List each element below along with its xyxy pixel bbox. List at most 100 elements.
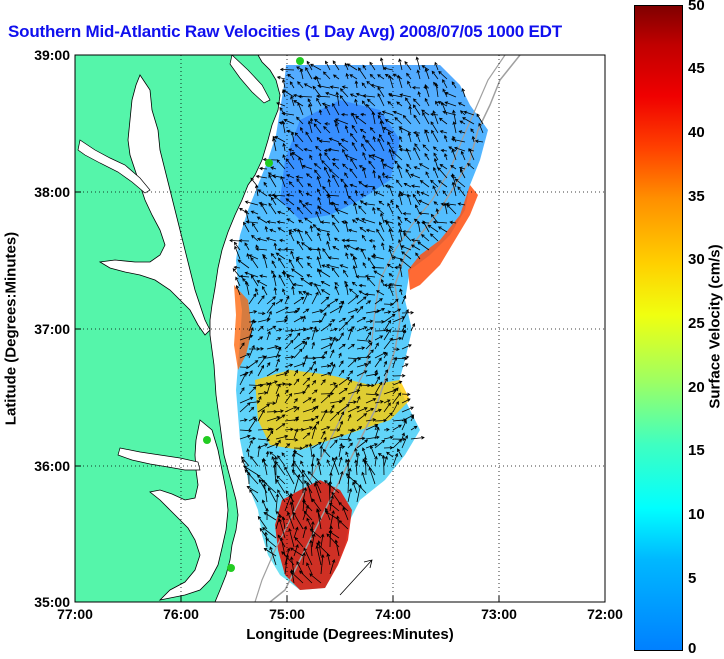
velocity-arrow	[440, 148, 448, 153]
velocity-arrow	[270, 252, 277, 260]
velocity-arrow	[324, 152, 331, 161]
velocity-arrow	[373, 270, 385, 278]
velocity-arrow	[250, 274, 259, 287]
velocity-arrow	[415, 204, 421, 215]
velocity-arrow	[246, 485, 259, 494]
velocity-arrow	[365, 331, 372, 341]
velocity-arrow	[301, 469, 313, 485]
velocity-arrow	[401, 432, 405, 440]
velocity-arrow	[285, 158, 295, 170]
y-tick-label: 35:00	[34, 594, 70, 610]
velocity-arrow	[261, 499, 268, 512]
velocity-arrow	[460, 150, 466, 161]
velocity-arrow	[361, 100, 367, 107]
velocity-arrow	[372, 185, 376, 197]
velocity-arrow	[315, 210, 322, 224]
velocity-arrow	[389, 245, 394, 251]
velocity-arrow	[345, 252, 349, 260]
velocity-arrow	[462, 117, 475, 125]
velocity-arrow	[330, 428, 341, 432]
velocity-arrow	[392, 392, 402, 404]
velocity-arrow	[317, 196, 322, 206]
velocity-arrow	[309, 117, 314, 125]
velocity-arrow	[270, 196, 277, 206]
velocity-arrow	[257, 391, 268, 395]
velocity-arrow	[320, 289, 331, 296]
velocity-arrow	[284, 382, 293, 387]
velocity-arrow	[435, 100, 439, 107]
velocity-arrow	[354, 459, 358, 476]
velocity-arrow	[403, 183, 412, 188]
velocity-arrow	[239, 274, 250, 279]
x-axis-label: Longitude (Degrees:Minutes)	[246, 626, 454, 643]
x-tick-label: 76:00	[163, 606, 199, 622]
velocity-arrow	[311, 379, 317, 386]
velocity-arrow	[361, 471, 367, 485]
bathymetry-contour-inner	[254, 55, 506, 602]
velocity-arrow	[284, 389, 289, 395]
velocity-arrow	[433, 157, 439, 170]
x-tick-label: 77:00	[57, 606, 93, 622]
velocity-arrow	[365, 407, 375, 413]
velocity-arrow	[311, 498, 322, 512]
velocity-arrow	[327, 178, 331, 188]
velocity-arrow	[314, 169, 322, 179]
velocity-arrow	[283, 118, 295, 125]
velocity-arrow	[396, 164, 403, 179]
velocity-arrow	[441, 101, 448, 116]
velocity-arrow	[349, 93, 358, 98]
velocity-arrow	[286, 218, 295, 224]
velocity-arrow	[248, 436, 257, 441]
velocity-arrow	[344, 244, 349, 251]
velocity-arrow	[383, 455, 388, 467]
velocity-arrow	[292, 282, 304, 287]
velocity-arrow	[275, 252, 286, 260]
velocity-arrow	[406, 72, 412, 80]
velocity-arrow	[345, 473, 358, 485]
velocity-arrow	[388, 184, 394, 197]
velocity-arrow	[325, 263, 340, 269]
velocity-arrow	[313, 482, 322, 503]
velocity-arrow	[461, 88, 466, 98]
velocity-arrow	[257, 409, 265, 422]
velocity-arrow	[284, 427, 294, 432]
velocity-arrow	[325, 91, 340, 98]
velocity-arrow	[320, 364, 331, 368]
velocity-arrow	[275, 423, 286, 431]
velocity-arrow	[454, 146, 466, 152]
velocity-arrow	[293, 296, 305, 305]
velocity-arrow	[328, 502, 340, 512]
velocity-arrow	[238, 207, 250, 215]
velocity-arrow	[239, 372, 247, 386]
velocity-arrow	[341, 238, 349, 243]
velocity-arrow	[457, 102, 466, 107]
velocity-arrow	[439, 164, 448, 170]
colorbar-label: Surface Velocity (cm/s)	[706, 244, 724, 409]
velocity-arrow	[347, 400, 357, 404]
velocity-arrow	[349, 183, 358, 188]
velocity-arrow	[302, 341, 307, 350]
velocity-arrow	[266, 381, 272, 395]
velocity-arrow	[250, 257, 259, 269]
velocity-arrow	[317, 246, 322, 260]
velocity-arrow	[347, 228, 358, 233]
velocity-arrow	[309, 528, 322, 539]
velocity-arrow	[244, 271, 259, 278]
velocity-arrow	[384, 119, 394, 125]
colorbar-tick: 45	[688, 60, 705, 77]
potomac-river	[77, 139, 151, 194]
velocity-arrow	[431, 70, 439, 80]
velocity-arrow	[246, 448, 250, 458]
velocity-arrow	[284, 295, 290, 305]
velocity-arrow	[340, 178, 349, 188]
velocity-arrow	[266, 345, 279, 350]
velocity-arrow	[294, 143, 304, 152]
velocity-arrow	[413, 114, 421, 125]
velocity-arrow	[329, 456, 338, 476]
velocity-arrow	[331, 214, 340, 224]
velocity-arrow	[292, 460, 304, 476]
velocity-arrow	[437, 167, 448, 179]
velocity-arrow	[392, 110, 403, 116]
velocity-arrow	[382, 127, 394, 134]
velocity-arrow	[327, 256, 340, 260]
